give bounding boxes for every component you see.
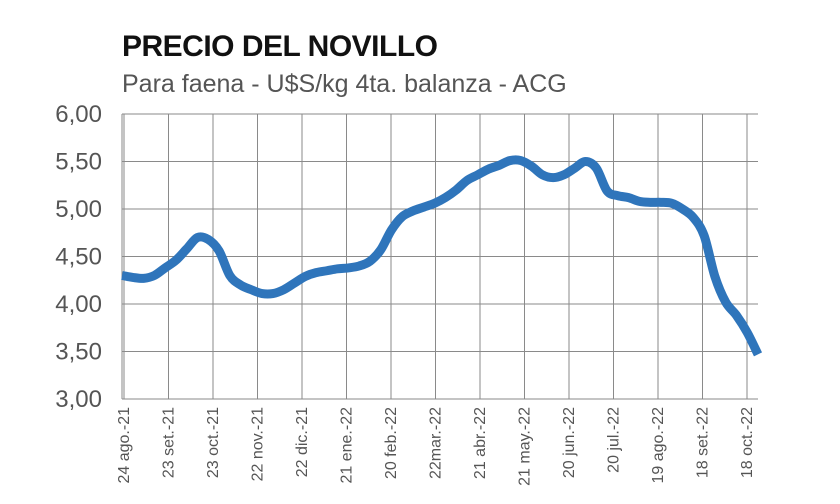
x-tick-label: 18 set.-22 <box>695 407 712 478</box>
axis-layer <box>121 114 758 400</box>
y-tick-label: 3,00 <box>55 386 102 413</box>
chart-title: PRECIO DEL NOVILLO <box>122 30 438 63</box>
x-tick-label: 21 may.-22 <box>517 407 534 486</box>
x-tick-labels: 24 ago.-21 23 set.-21 23 oct.-21 22 nov.-21… <box>116 407 756 486</box>
series-layer <box>121 155 763 357</box>
x-tick-label: 22mar.-22 <box>428 407 445 479</box>
grid-layer <box>122 113 758 399</box>
series-line <box>121 155 763 357</box>
x-tick-label: 18 oct.-22 <box>739 407 756 478</box>
x-tick-label: 20 jul.-22 <box>606 407 623 473</box>
y-tick-label: 5,50 <box>55 149 102 176</box>
y-tick-label: 4,50 <box>55 244 102 271</box>
y-tick-label: 5,00 <box>55 196 102 223</box>
x-tick-label: 22 dic.-21 <box>294 407 311 477</box>
y-tick-labels: 3,00 3,50 4,00 4,50 5,00 5,50 6,00 <box>55 101 102 413</box>
x-tick-label: 20 feb.-22 <box>383 407 400 479</box>
x-tick-label: 23 set.-21 <box>161 407 178 478</box>
x-tick-label: 23 oct.-21 <box>205 407 222 478</box>
x-tick-label: 19 ago.-22 <box>650 407 667 484</box>
y-tick-label: 6,00 <box>55 101 102 128</box>
x-tick-label: 21 abr.-22 <box>472 407 489 479</box>
chart-subtitle: Para faena - U$S/kg 4ta. balanza - ACG <box>122 70 567 98</box>
y-tick-label: 3,50 <box>55 339 102 366</box>
x-tick-label: 20 jun.-22 <box>561 407 578 478</box>
x-tick-label: 22 nov.-21 <box>250 407 267 482</box>
x-tick-label: 21 ene.-22 <box>339 407 356 484</box>
x-tick-label: 24 ago.-21 <box>116 407 133 484</box>
y-tick-label: 4,00 <box>55 291 102 318</box>
